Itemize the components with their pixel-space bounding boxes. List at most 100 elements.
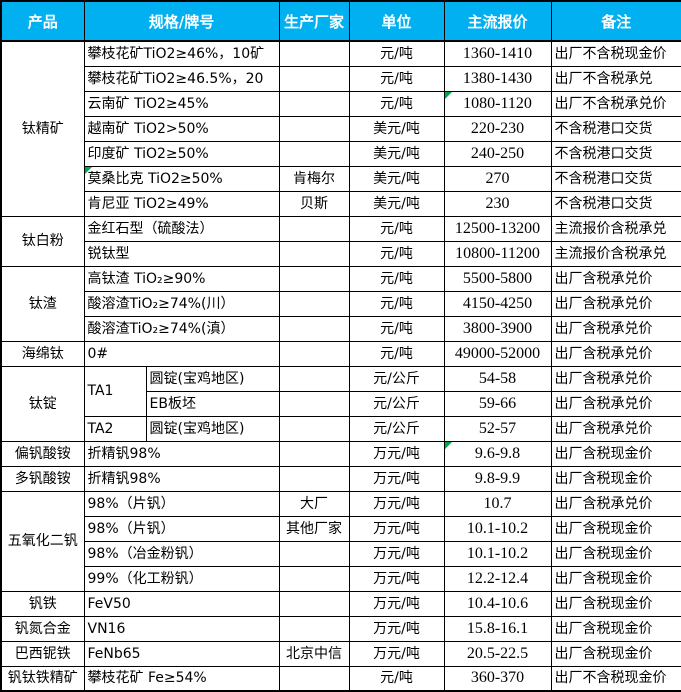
price-cell: 49000-52000 [443, 340, 552, 367]
header-spec: 规格/牌号 [83, 0, 280, 42]
spec-cell: 攀枝花矿TiO2≥46.5%，20 [83, 65, 280, 92]
note-cell: 出厂含税承兑价 [550, 365, 681, 392]
spec-cell: 莫桑比克 TiO2≥50% [83, 165, 280, 192]
table-row: 98%（冶金粉钒） 万元/吨 10.1-10.2 出厂含税现金价 [1, 540, 681, 567]
mfr-cell [278, 465, 350, 492]
price-cell: 15.8-16.1 [443, 615, 552, 642]
spec-cell: 肯尼亚 TiO2≥49% [83, 190, 280, 217]
price-cell: 220-230 [443, 115, 552, 142]
note-cell: 出厂含税承兑价 [550, 340, 681, 367]
mfr-cell [278, 90, 350, 117]
table-row: 印度矿 TiO2≥50% 美元/吨 240-250 不含税港口交货 [1, 140, 681, 167]
table-row: 多钒酸铵 折精钒98% 万元/吨 9.8-9.9 出厂含税现金价 [0, 465, 681, 492]
spec-grade-cell: TA1 [83, 365, 147, 417]
product-cell-ti-slag: 钛渣 [0, 265, 85, 342]
mfr-cell [278, 240, 350, 267]
product-cell-ti-sponge: 海绵钛 [0, 340, 85, 367]
table-row: 偏钒酸铵 折精钒98% 万元/吨 9.6-9.8 出厂含税现金价 [0, 440, 681, 467]
unit-cell: 元/公斤 [348, 390, 445, 417]
spec-cell: 酸溶渣TiO₂≥74%(滇） [83, 315, 280, 342]
table-row: 钛锭 TA1 圆锭(宝鸡地区) 元/公斤 54-58 出厂含税承兑价 [0, 365, 681, 442]
spec-cell: 圆锭(宝鸡地区) [145, 365, 280, 392]
product-cell-ammonium-metavanadate: 偏钒酸铵 [0, 440, 85, 467]
header-note: 备注 [550, 0, 681, 42]
header-price: 主流报价 [443, 0, 552, 42]
cell-flag-triangle [445, 92, 452, 99]
spec-cell: 锐钛型 [83, 240, 280, 267]
note-cell: 出厂含税现金价 [550, 440, 681, 467]
unit-cell: 万元/吨 [348, 590, 445, 617]
table-row: 锐钛型 元/吨 10800-11200 主流报价含税承兑 [1, 240, 681, 267]
price-cell: 4150-4250 [443, 290, 552, 317]
spec-cell: 圆锭(宝鸡地区) [145, 415, 280, 442]
spec-cell: 酸溶渣TiO₂≥74%(川） [83, 290, 280, 317]
unit-cell: 元/吨 [348, 40, 445, 67]
spec-cell: 折精钒98% [83, 440, 280, 467]
product-cell-vti-iron-concentrate: 钒钛铁精矿 [0, 665, 85, 692]
note-cell: 出厂不含税现金价 [550, 665, 681, 692]
table-body: 钛精矿 攀枝花矿TiO2≥46%，10矿 元/吨 1360-1410 出厂不含税… [0, 40, 681, 692]
spec-cell: 攀枝花矿 Fe≥54% [83, 665, 280, 692]
table-row: 云南矿 TiO2≥45% 元/吨 1080-1120 出厂不含税承兑价 [1, 90, 681, 117]
unit-cell: 万元/吨 [348, 565, 445, 592]
mfr-cell [278, 290, 350, 317]
mfr-cell [278, 415, 350, 442]
spec-cell: 攀枝花矿TiO2≥46%，10矿 [83, 40, 280, 67]
table-header: 产品 规格/牌号 生产厂家 单位 主流报价 备注 [0, 0, 681, 42]
mfr-cell [278, 615, 350, 642]
price-cell: 3800-3900 [443, 315, 552, 342]
unit-cell: 元/吨 [348, 215, 445, 242]
note-cell: 出厂含税现金价 [550, 515, 681, 542]
product-cell-vanadium-pentoxide: 五氧化二钒 [0, 490, 85, 592]
unit-cell: 元/吨 [348, 290, 445, 317]
table-row: 钒钛铁精矿 攀枝花矿 Fe≥54% 元/吨 360-370 出厂不含税现金价 [0, 665, 681, 692]
table-row: 钛渣 高钛渣 TiO₂≥90% 元/吨 5500-5800 出厂含税承兑价 [0, 265, 681, 342]
table-row: 钒氮合金 VN16 万元/吨 15.8-16.1 出厂含税现金价 [0, 615, 681, 642]
product-cell-ti-concentrate: 钛精矿 [0, 40, 85, 217]
product-cell-ferroniobium: 巴西铌铁 [0, 640, 85, 667]
note-cell: 出厂不含税承兑 [550, 65, 681, 92]
price-cell: 59-66 [443, 390, 552, 417]
unit-cell: 万元/吨 [348, 540, 445, 567]
unit-cell: 元/吨 [348, 65, 445, 92]
spec-cell: 98%（片钒） [83, 515, 280, 542]
unit-cell: 美元/吨 [348, 190, 445, 217]
note-cell: 出厂含税现金价 [550, 590, 681, 617]
unit-cell: 元/吨 [348, 665, 445, 692]
mfr-cell [278, 540, 350, 567]
mfr-cell: 肯梅尔 [278, 165, 350, 192]
header-manufacturer: 生产厂家 [278, 0, 350, 42]
mfr-cell [278, 40, 350, 67]
spec-cell: 98%（片钒） [83, 490, 280, 517]
note-cell: 出厂含税承兑价 [550, 390, 681, 417]
price-cell: 10.1-10.2 [443, 540, 552, 567]
price-cell: 230 [443, 190, 552, 217]
spec-cell: 金红石型（硫酸法） [83, 215, 280, 242]
mfr-cell: 其他厂家 [278, 515, 350, 542]
note-cell: 出厂含税现金价 [550, 640, 681, 667]
unit-cell: 元/吨 [348, 340, 445, 367]
mfr-cell [278, 215, 350, 242]
table-row: 越南矿 TiO2>50% 美元/吨 220-230 不含税港口交货 [1, 115, 681, 142]
header-row: 产品 规格/牌号 生产厂家 单位 主流报价 备注 [0, 0, 681, 42]
note-cell: 不含税港口交货 [550, 190, 681, 217]
note-cell: 出厂含税现金价 [550, 465, 681, 492]
cell-flag-triangle [85, 167, 92, 174]
mfr-cell [278, 590, 350, 617]
mfr-cell [278, 115, 350, 142]
spec-cell: 折精钒98% [83, 465, 280, 492]
unit-cell: 元/吨 [348, 90, 445, 117]
table-row: 莫桑比克 TiO2≥50% 肯梅尔 美元/吨 270 不含税港口交货 [1, 165, 681, 192]
table-row: 肯尼亚 TiO2≥49% 贝斯 美元/吨 230 不含税港口交货 [1, 190, 681, 217]
header-product: 产品 [0, 0, 85, 42]
table-row: 攀枝花矿TiO2≥46.5%，20 元/吨 1380-1430 出厂不含税承兑 [1, 65, 681, 92]
price-cell: 360-370 [443, 665, 552, 692]
spec-cell: EB板坯 [145, 390, 280, 417]
spec-cell: 98%（冶金粉钒） [83, 540, 280, 567]
mfr-cell [278, 265, 350, 292]
unit-cell: 万元/吨 [348, 615, 445, 642]
product-cell-ammonium-polyvanadate: 多钒酸铵 [0, 465, 85, 492]
unit-cell: 美元/吨 [348, 140, 445, 167]
